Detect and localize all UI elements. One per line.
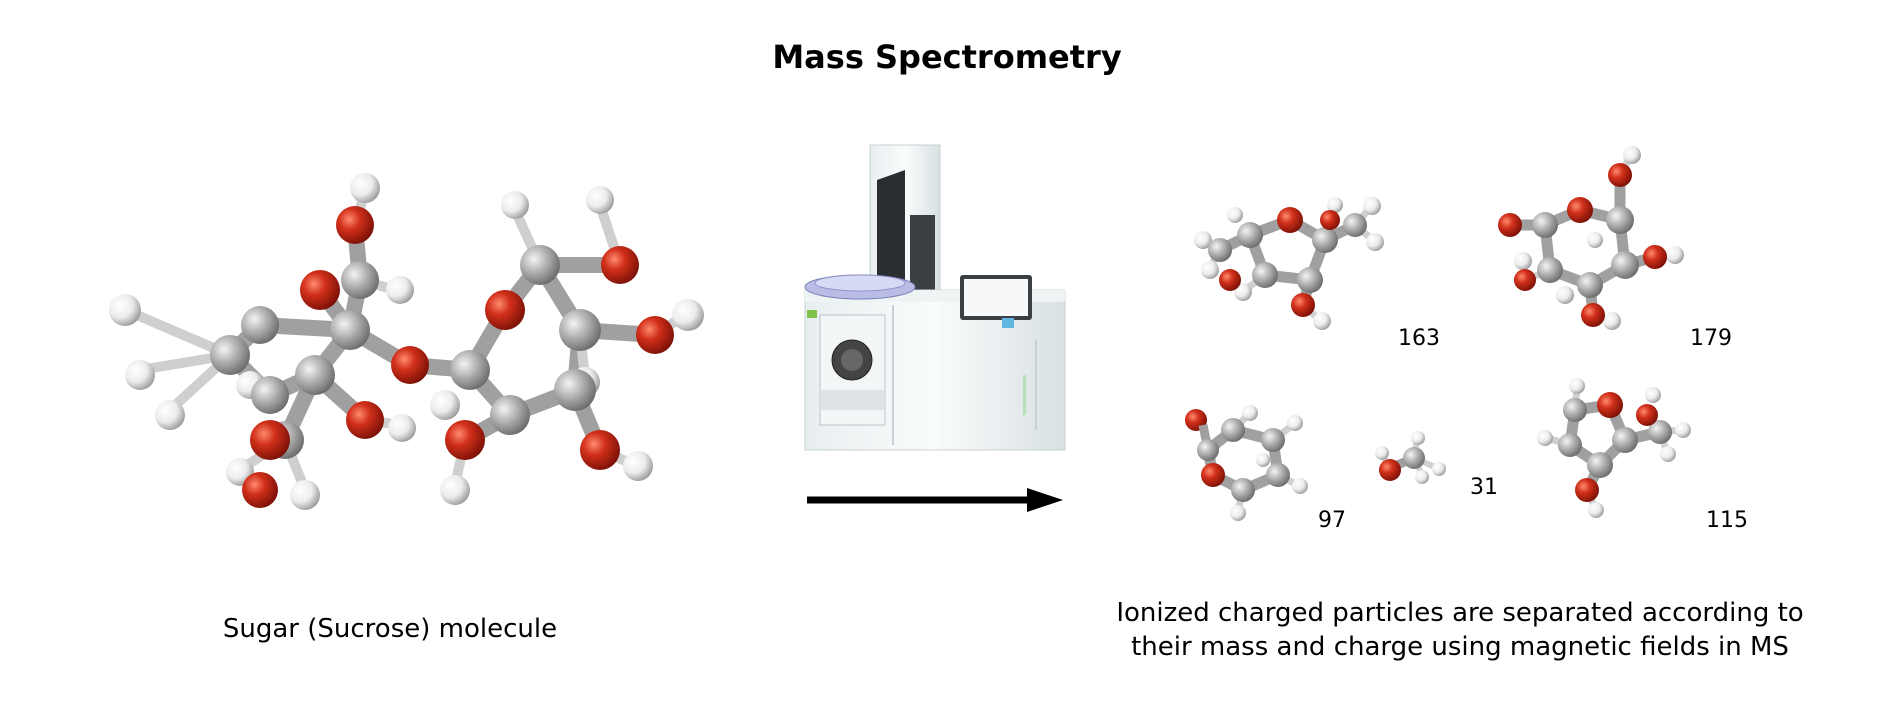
process-arrow: [807, 488, 1063, 512]
fragment-179-molecule: [1498, 146, 1684, 330]
fragment-97-molecule: [1185, 405, 1308, 521]
fragment-mass-label: 31: [1470, 475, 1498, 500]
fragment-31-molecule: [1375, 431, 1446, 484]
fragment-115-molecule: [1537, 378, 1691, 518]
ms-description-line-1: Ionized charged particles are separated …: [1116, 598, 1804, 628]
mass-spectrometer-image: [804, 144, 1066, 451]
fragment-mass-label: 179: [1690, 326, 1732, 351]
fragment-mass-label: 163: [1398, 326, 1440, 351]
ms-description-line-2: their mass and charge using magnetic fie…: [1131, 632, 1789, 662]
fragment-163-molecule: [1194, 197, 1384, 330]
sucrose-molecule: [109, 173, 704, 510]
fragment-mass-label: 97: [1318, 508, 1346, 533]
page-title: Mass Spectrometry: [772, 38, 1122, 76]
sucrose-caption: Sugar (Sucrose) molecule: [222, 614, 558, 644]
fragment-mass-label: 115: [1706, 508, 1748, 533]
ms-description-caption: Ionized charged particles are separated …: [1100, 596, 1820, 664]
